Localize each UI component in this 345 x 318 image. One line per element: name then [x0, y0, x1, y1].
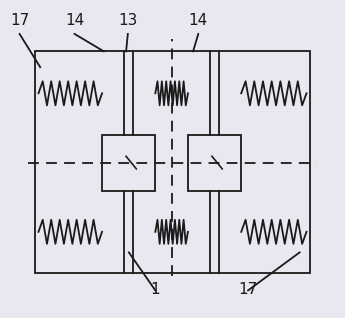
Text: 17: 17 [238, 282, 258, 297]
Bar [102, 135, 155, 191]
Text: 13: 13 [118, 13, 138, 28]
Text: 1: 1 [150, 282, 160, 297]
Bar [35, 51, 310, 273]
Text: 14: 14 [189, 13, 208, 28]
Text: 17: 17 [10, 13, 29, 28]
Bar [188, 135, 241, 191]
Text: 14: 14 [65, 13, 84, 28]
